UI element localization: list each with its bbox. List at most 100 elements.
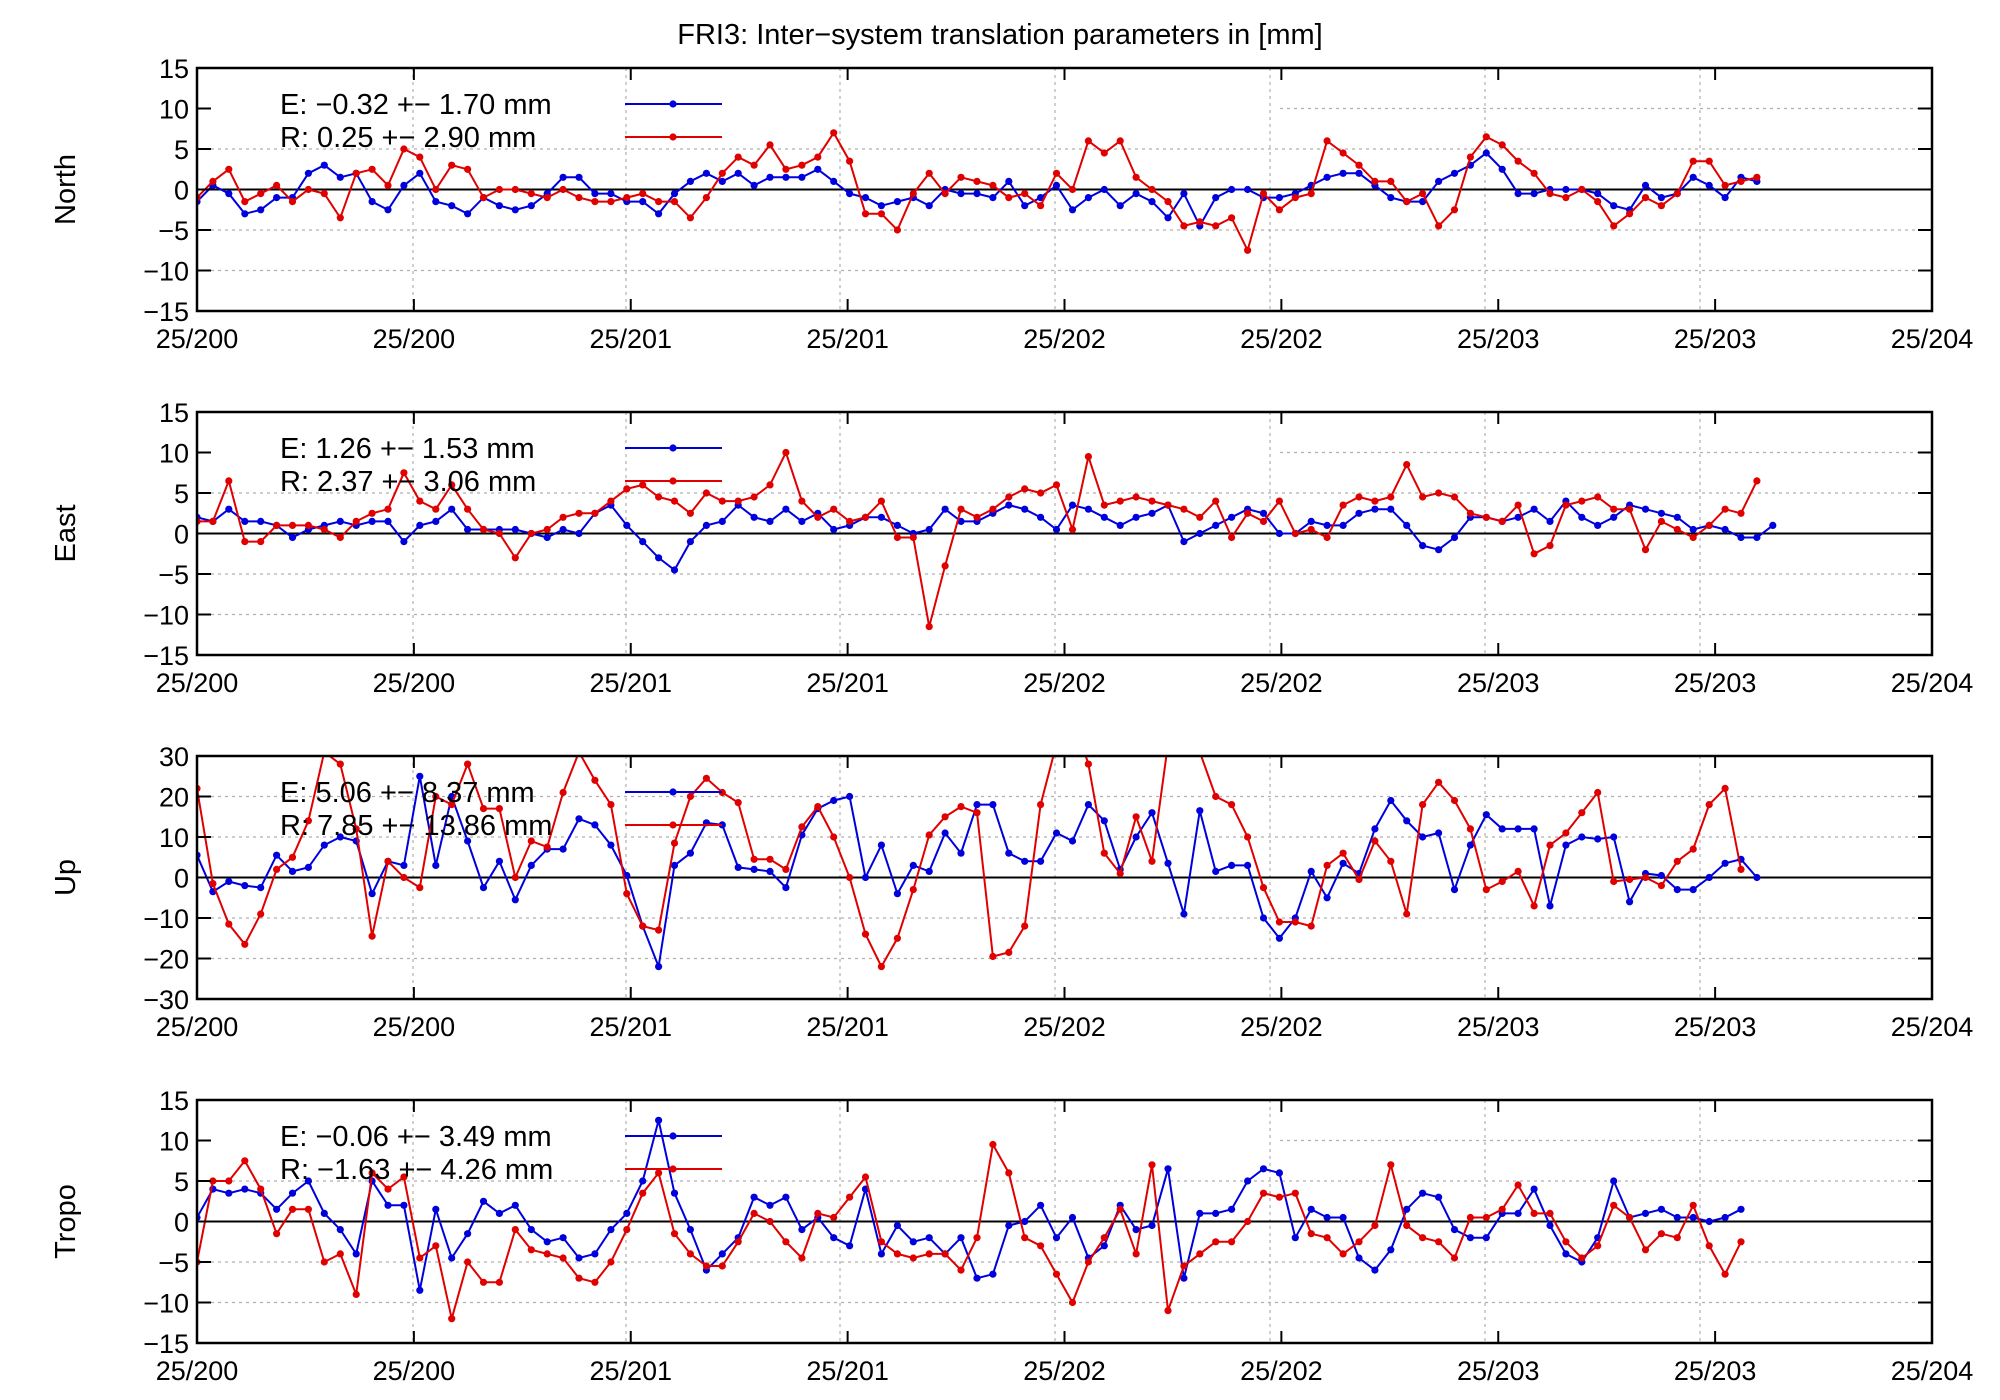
data-point — [782, 448, 790, 457]
data-point — [1514, 825, 1522, 833]
data-point — [321, 748, 328, 755]
data-point — [1673, 857, 1681, 865]
data-point — [1626, 898, 1634, 906]
data-point — [559, 1254, 567, 1262]
data-point — [1259, 1189, 1268, 1197]
data-point — [639, 1189, 647, 1197]
data-point — [511, 1201, 519, 1209]
x-tick-label: 25/203 — [1457, 324, 1540, 354]
data-point — [464, 1230, 472, 1238]
data-point — [1737, 533, 1745, 542]
x-tick-label: 25/202 — [1240, 1356, 1323, 1386]
data-point — [1196, 513, 1204, 521]
data-point — [336, 833, 344, 841]
data-point — [257, 190, 265, 198]
x-tick-label: 25/200 — [373, 1012, 456, 1042]
data-point — [798, 161, 806, 169]
data-point — [1594, 788, 1602, 797]
data-point — [718, 169, 726, 177]
data-point — [416, 521, 424, 530]
data-point — [320, 841, 328, 849]
series-r — [197, 129, 1761, 254]
data-point — [1498, 877, 1506, 886]
data-point — [1164, 214, 1172, 222]
y-tick-label: 20 — [159, 783, 189, 813]
data-point — [893, 226, 902, 234]
data-point — [607, 198, 615, 206]
data-point — [1626, 210, 1634, 218]
data-point — [1021, 1217, 1029, 1226]
data-point — [304, 1205, 312, 1213]
data-point — [1578, 185, 1586, 194]
data-point — [1578, 513, 1586, 521]
data-point — [1657, 509, 1665, 517]
data-point — [1498, 517, 1506, 526]
data-point — [559, 185, 567, 194]
data-point — [750, 493, 758, 501]
data-point — [1721, 784, 1729, 793]
data-point — [511, 1226, 519, 1234]
y-tick-label: 5 — [174, 479, 189, 509]
data-point — [989, 194, 997, 202]
data-point — [702, 774, 711, 782]
data-point — [543, 1250, 551, 1258]
series-line-r — [197, 756, 1742, 969]
data-point — [1514, 1209, 1522, 1217]
data-point — [893, 533, 902, 542]
data-point — [1578, 809, 1586, 817]
data-point — [1753, 533, 1761, 542]
y-tick-label: −10 — [143, 601, 189, 631]
data-point — [225, 477, 233, 485]
y-tick-label: −20 — [143, 945, 189, 975]
data-point — [798, 823, 806, 831]
data-point — [1403, 198, 1411, 206]
data-point — [1435, 778, 1443, 786]
legend-label-r: R: 0.25 +− 2.90 mm — [280, 122, 536, 154]
data-point — [1530, 169, 1538, 177]
data-point — [1005, 948, 1013, 957]
data-point — [1291, 918, 1299, 926]
data-point — [639, 198, 647, 206]
data-point — [1244, 1217, 1252, 1226]
data-point — [1610, 202, 1618, 210]
data-point — [1578, 833, 1586, 841]
data-point — [989, 1270, 997, 1278]
data-point — [495, 805, 503, 813]
y-tick-label: −5 — [158, 1248, 189, 1278]
data-point — [1482, 133, 1490, 141]
data-point — [1530, 1185, 1538, 1193]
data-point — [559, 525, 567, 534]
data-point — [400, 873, 408, 882]
data-point — [1689, 886, 1697, 894]
x-tick-label: 25/204 — [1891, 1356, 1974, 1386]
data-point — [957, 803, 965, 811]
data-point — [1594, 198, 1602, 206]
data-point — [1052, 1270, 1061, 1278]
data-point — [511, 185, 519, 194]
data-point — [1721, 194, 1729, 202]
y-tick-label: 15 — [159, 1086, 189, 1116]
data-point — [718, 517, 726, 526]
data-point — [1371, 837, 1379, 845]
data-point — [670, 497, 679, 505]
data-point — [1482, 1213, 1490, 1222]
data-point — [400, 861, 408, 870]
data-point — [655, 926, 663, 934]
x-tick-label: 25/203 — [1457, 668, 1540, 698]
data-point — [686, 509, 695, 517]
data-point — [1275, 1193, 1283, 1201]
y-tick-label: −15 — [143, 297, 189, 327]
data-point — [1180, 910, 1188, 918]
data-point — [1339, 1213, 1347, 1222]
data-point — [734, 153, 742, 161]
data-point — [1753, 873, 1761, 882]
data-point — [257, 1185, 265, 1193]
data-point — [1021, 485, 1029, 493]
x-tick-label: 25/201 — [806, 1356, 889, 1386]
data-point — [639, 538, 647, 546]
data-point — [1530, 190, 1538, 198]
data-point — [1689, 525, 1697, 534]
data-point — [1339, 1250, 1347, 1258]
data-point — [750, 181, 758, 189]
